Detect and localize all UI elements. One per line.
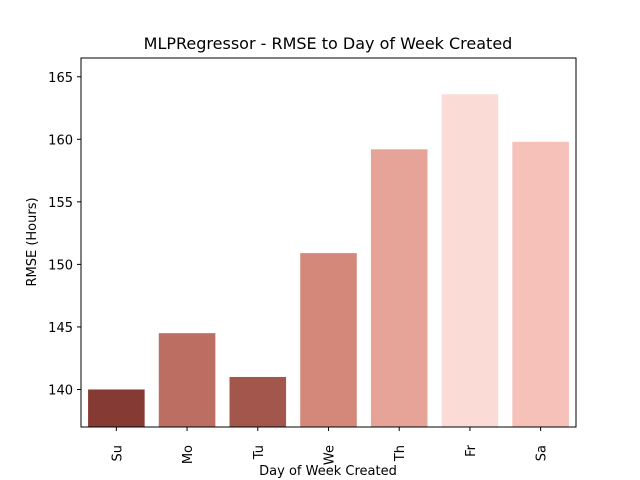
bar-mo xyxy=(158,333,216,427)
bars-group xyxy=(88,94,569,428)
plot-area-frame xyxy=(80,57,577,428)
x-tick-label: Mo xyxy=(181,445,196,464)
bar-su xyxy=(88,389,145,427)
y-tick-label: 140 xyxy=(48,383,73,398)
bar-sa xyxy=(512,141,569,428)
x-axis-ticks: Su Mo Tu We Th Fr Sa xyxy=(110,427,550,465)
bar-we xyxy=(300,253,357,427)
bar-th xyxy=(370,149,428,427)
x-axis-label: Day of Week Created xyxy=(259,464,397,479)
bar-tu xyxy=(229,376,287,427)
x-tick-label: Th xyxy=(393,445,408,462)
y-axis-ticks: 140 145 150 155 160 165 xyxy=(48,71,81,398)
y-tick-label: 150 xyxy=(48,258,73,273)
x-tick-label: Su xyxy=(110,445,125,462)
chart-title: MLPRegressor - RMSE to Day of Week Creat… xyxy=(144,34,513,53)
y-tick-label: 165 xyxy=(48,71,73,86)
bar-fr xyxy=(441,94,499,428)
x-tick-label: Sa xyxy=(535,445,550,461)
y-tick-label: 145 xyxy=(48,321,73,336)
y-tick-label: 160 xyxy=(48,133,73,148)
y-axis-label: RMSE (Hours) xyxy=(25,197,40,286)
x-tick-label: Fr xyxy=(464,444,479,457)
x-tick-label: Tu xyxy=(252,445,267,460)
y-tick-label: 155 xyxy=(48,196,73,211)
x-tick-label: We xyxy=(323,445,338,465)
